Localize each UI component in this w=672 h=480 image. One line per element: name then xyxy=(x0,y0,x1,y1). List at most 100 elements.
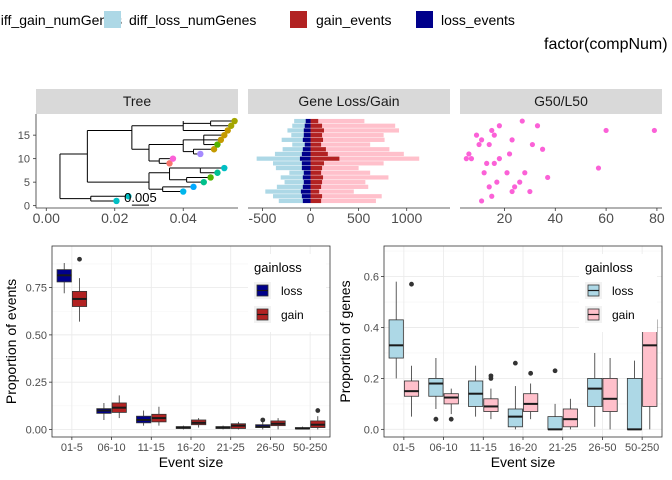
bar-loss_events xyxy=(301,194,311,199)
box-gain xyxy=(562,408,578,428)
facet-strip-label: G50/L50 xyxy=(534,93,588,109)
g50-point xyxy=(463,156,469,162)
bar-gain_events xyxy=(310,142,322,147)
bar-loss_events xyxy=(302,184,311,189)
tree-tip-point xyxy=(200,178,207,186)
x-tick-label: 26-50 xyxy=(256,442,284,454)
facet-strip-label: Tree xyxy=(123,93,151,109)
bar-diff_gain_numGenes xyxy=(310,161,384,166)
x-tick-label: 1000 xyxy=(391,210,422,226)
g50-point xyxy=(539,146,546,152)
g50-point xyxy=(509,137,515,143)
legend-label-diff_gain_numGenes: diff_gain_numGenes xyxy=(0,12,122,28)
x-axis-title: Event size xyxy=(159,454,224,470)
panel-border xyxy=(383,245,663,438)
box-outlier xyxy=(552,368,558,374)
legend-title: gainloss xyxy=(585,260,633,275)
x-tick-label: 0 xyxy=(307,210,315,226)
g50-point xyxy=(494,179,500,185)
bar-diff_loss_numGenes xyxy=(289,170,311,175)
box-outlier xyxy=(77,256,82,262)
color-legend-title: factor(compNum) xyxy=(544,36,668,53)
legend-label-gain_events: gain_events xyxy=(316,12,392,28)
bar-diff_loss_numGenes xyxy=(273,161,311,166)
tree-tip-point xyxy=(197,150,204,158)
bar-gain_events xyxy=(310,133,323,138)
bar-diff_loss_numGenes xyxy=(281,137,311,142)
bar-gain_events xyxy=(310,123,323,128)
bar-loss_events xyxy=(305,118,311,124)
bar-diff_loss_numGenes xyxy=(273,194,311,199)
bar-diff_gain_numGenes xyxy=(310,133,384,138)
bar-diff_gain_numGenes xyxy=(310,194,382,199)
box-loss xyxy=(587,378,603,407)
bar-gain_events xyxy=(310,170,322,175)
tree-tip-point xyxy=(214,169,221,176)
bar-gain_events xyxy=(310,137,324,142)
tree-tip-point xyxy=(214,141,221,148)
x-tick-label: 80 xyxy=(649,210,665,226)
box-outlier xyxy=(512,360,518,366)
legend-label-loss: loss xyxy=(612,284,633,298)
box-outlier xyxy=(433,416,439,422)
g50-point xyxy=(529,141,536,148)
x-tick-label: 16-20 xyxy=(177,442,205,454)
x-tick-label: 11-15 xyxy=(470,442,497,454)
bar-loss_events xyxy=(302,175,311,180)
bar-gain_events xyxy=(310,147,326,152)
g50-point xyxy=(491,160,497,166)
bar-diff_loss_numGenes xyxy=(274,151,311,157)
bar-diff_loss_numGenes xyxy=(292,123,311,128)
legend-title: gainloss xyxy=(254,260,302,275)
y-tick-label: 0.6 xyxy=(364,272,379,284)
box-gain xyxy=(523,393,539,412)
bar-diff_gain_numGenes xyxy=(310,151,404,157)
g50-point xyxy=(486,141,492,148)
x-tick-label: 06-10 xyxy=(430,442,458,454)
y-tick-label: 0.50 xyxy=(26,330,47,342)
bar-diff_gain_numGenes xyxy=(310,128,400,133)
bar-loss_events xyxy=(303,128,311,133)
y-axis-title: Proportion of genes xyxy=(337,280,353,402)
x-tick-label: 60 xyxy=(598,210,614,226)
bar-diff_gain_numGenes xyxy=(310,165,359,171)
box-outlier xyxy=(528,370,534,376)
tree-tip-point xyxy=(221,131,228,139)
g50-point xyxy=(466,151,472,157)
box-gain xyxy=(443,393,459,405)
y-tick-label: 0.2 xyxy=(364,373,379,385)
bar-loss_events xyxy=(299,156,311,161)
y-tick-label: 0.4 xyxy=(364,322,379,334)
bar-gain_events xyxy=(310,194,323,199)
legend-label-gain: gain xyxy=(281,308,304,322)
bar-loss_events xyxy=(303,133,311,138)
gene-loss-gain-facet: Gene Loss/Gain -500 0 500 1000 xyxy=(248,89,450,226)
box-outlier xyxy=(315,408,321,413)
g50-point xyxy=(504,170,510,176)
bar-diff_loss_numGenes xyxy=(280,175,311,180)
tree-tip-point xyxy=(113,197,120,205)
tree-tip-point xyxy=(207,174,214,181)
legend-label-diff_loss_numGenes: diff_loss_numGenes xyxy=(129,12,256,28)
box-loss xyxy=(626,378,643,430)
bar-diff_loss_numGenes xyxy=(291,133,311,138)
bar-diff_loss_numGenes xyxy=(278,198,311,204)
bar-loss_events xyxy=(304,142,311,147)
x-tick-label: 50-250 xyxy=(625,442,659,454)
bar-gain_events xyxy=(310,161,324,166)
y-axis-title: Proportion of events xyxy=(3,279,19,404)
g50-point xyxy=(478,198,485,204)
bar-gain_events xyxy=(310,189,320,194)
bar-loss_events xyxy=(302,137,311,142)
facet-strip xyxy=(248,89,450,114)
x-tick-label: 06-10 xyxy=(98,442,126,454)
g50-point xyxy=(476,141,482,148)
x-tick-label: 40 xyxy=(547,210,563,226)
g50-l50-facet: G50/L50 20 40 60 80 xyxy=(460,89,665,226)
box-outlier xyxy=(488,373,494,379)
x-tick-label: 21-25 xyxy=(549,442,577,454)
bar-loss_events xyxy=(302,198,311,204)
g50-point xyxy=(517,179,523,185)
bar-diff_gain_numGenes xyxy=(310,189,354,194)
box-loss xyxy=(388,319,404,359)
